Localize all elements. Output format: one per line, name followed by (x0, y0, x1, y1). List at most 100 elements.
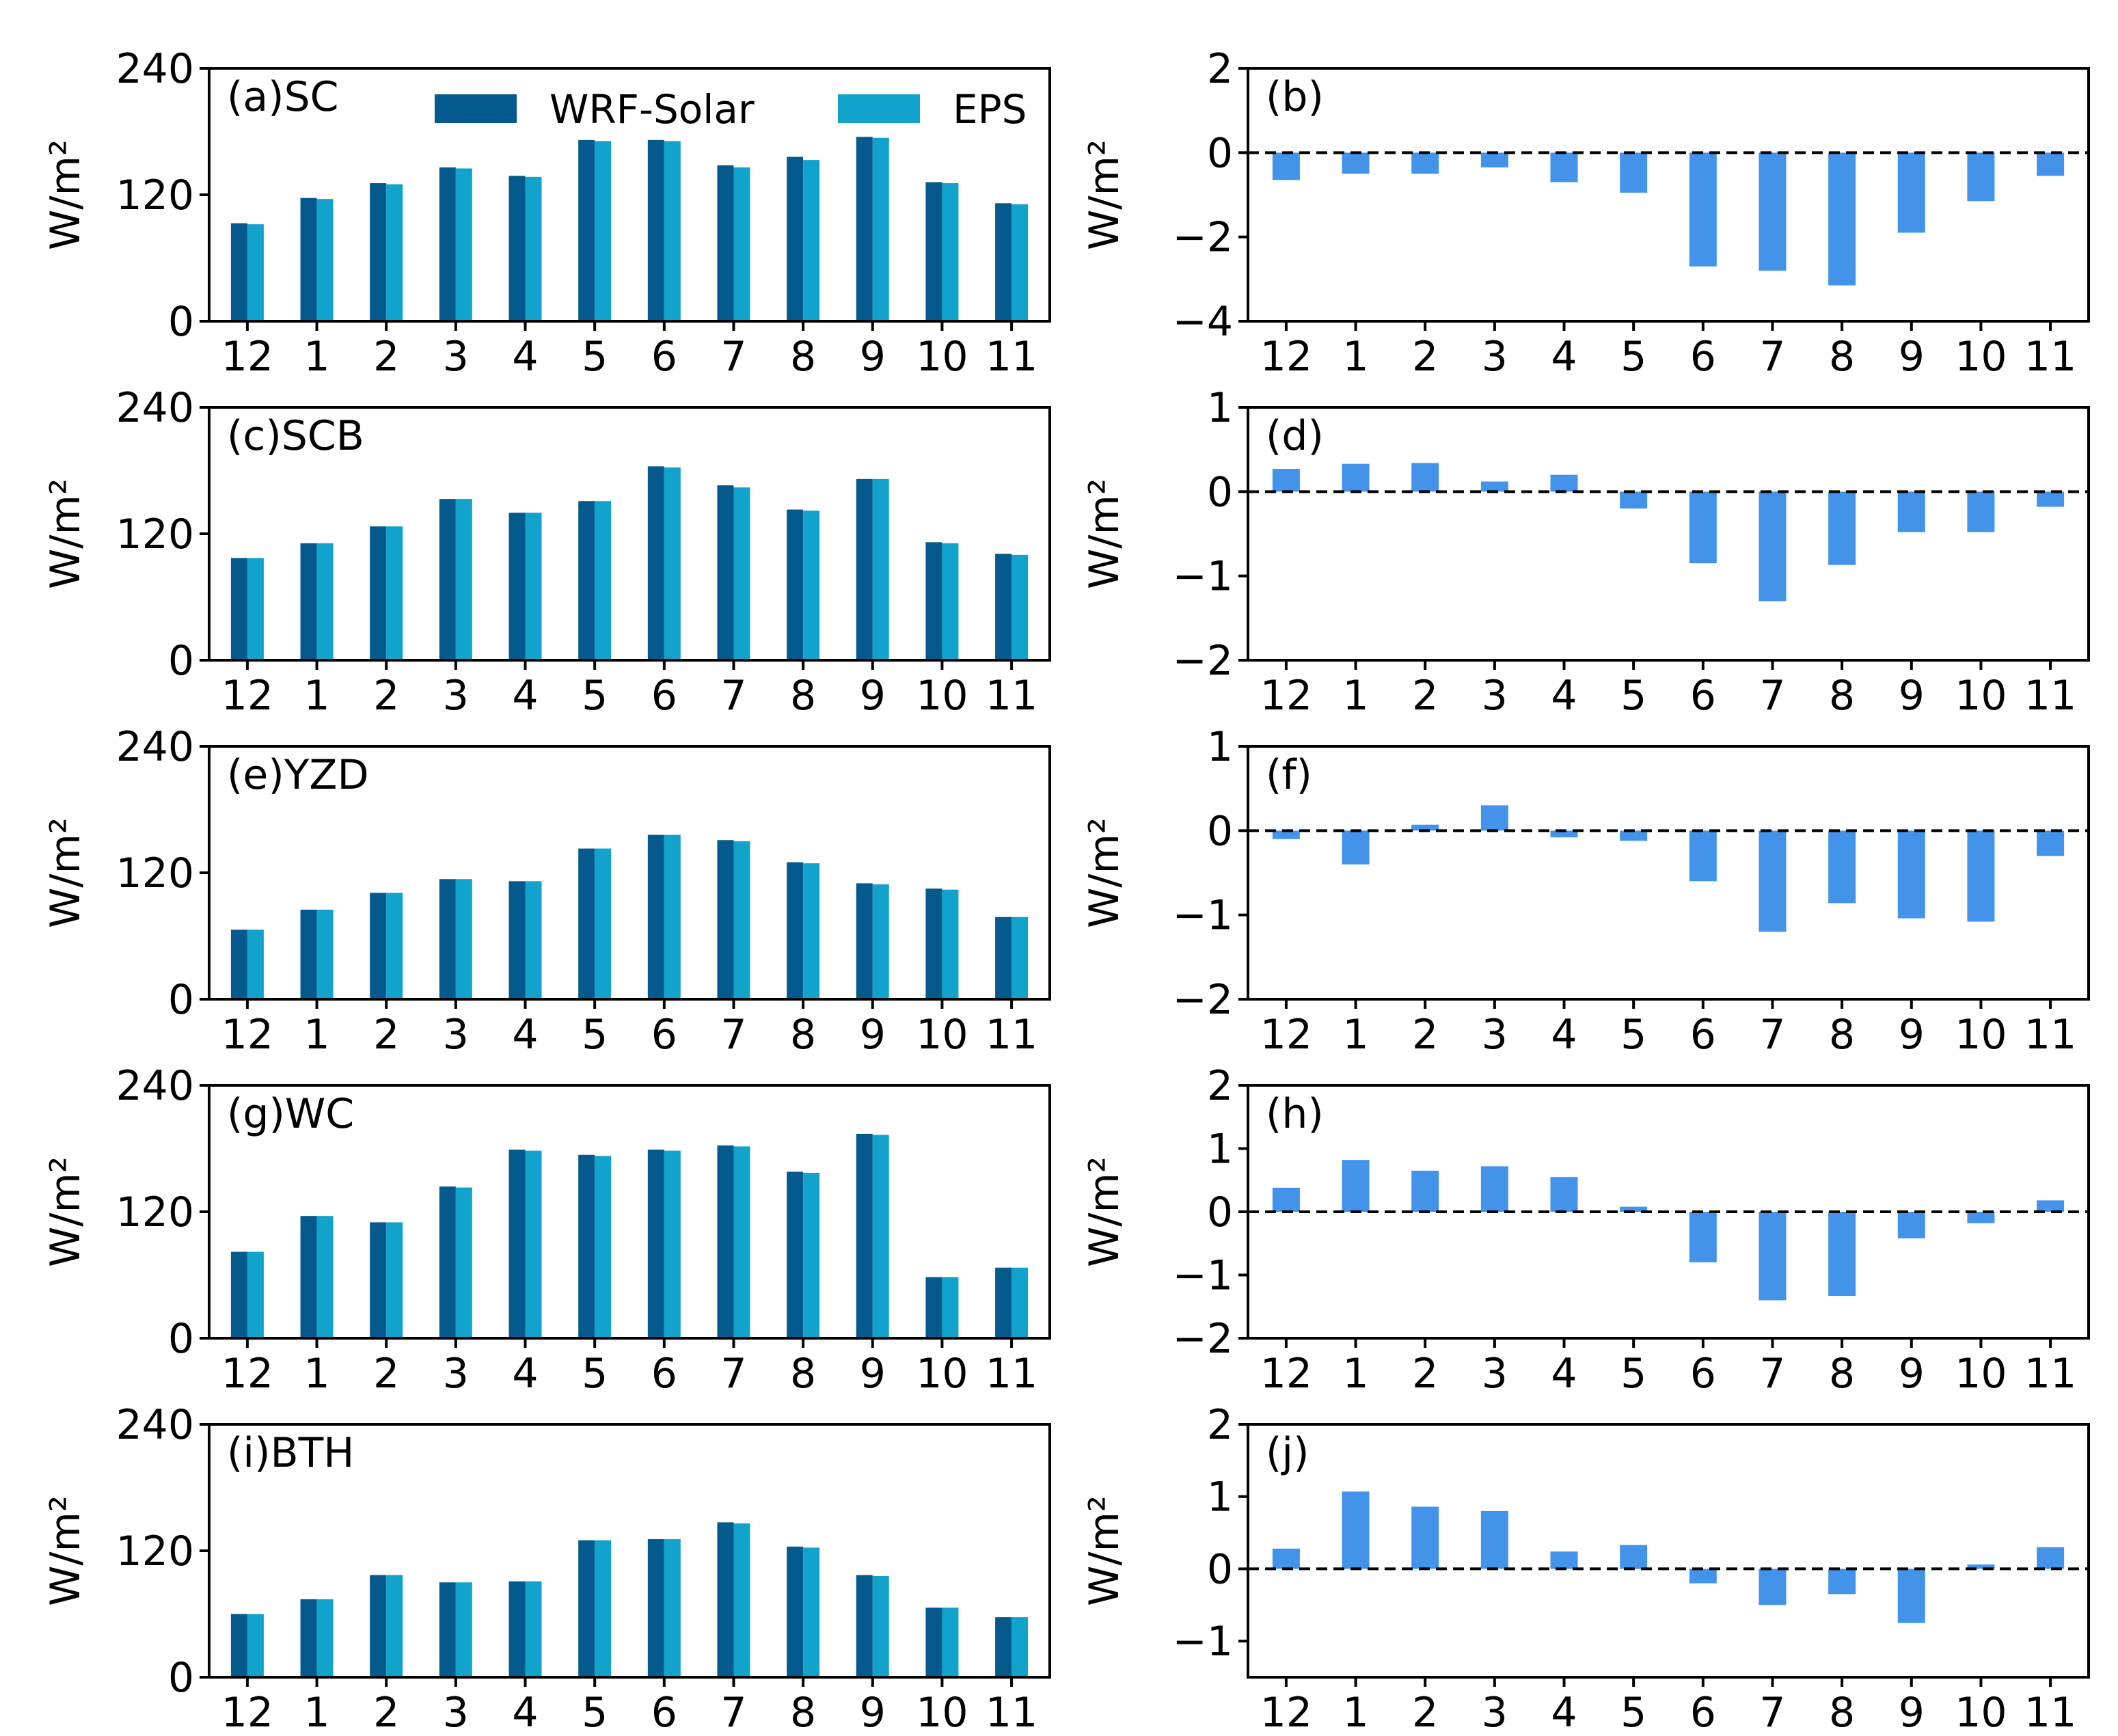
x-tick-label: 1 (1342, 672, 1368, 720)
y-tick-label: −1 (1173, 892, 1233, 940)
bar-eps-11 (1012, 554, 1029, 660)
bar-diff-6 (1689, 830, 1717, 882)
bar-wrf-6 (647, 466, 664, 660)
bar-wrf-1 (300, 909, 317, 999)
bar-eps-4 (525, 1581, 542, 1677)
x-tick-label: 10 (1955, 1689, 2007, 1736)
y-axis-label: W/m² (42, 1156, 90, 1267)
x-tick-label: 9 (1899, 672, 1925, 720)
bar-diff-7 (1759, 152, 1787, 271)
x-tick-label: 4 (1551, 1350, 1577, 1398)
x-tick-label: 12 (221, 1689, 273, 1736)
bar-diff-4 (1550, 474, 1578, 492)
x-tick-label: 3 (443, 1350, 469, 1398)
bar-eps-4 (525, 881, 542, 999)
y-axis-label: W/m² (1081, 1495, 1128, 1606)
bar-eps-11 (1012, 1617, 1029, 1677)
bar-wrf-9 (856, 478, 873, 660)
x-tick-label: 4 (1551, 672, 1577, 720)
bar-diff-1 (1342, 463, 1370, 492)
bar-eps-10 (942, 1277, 959, 1338)
y-tick-label: −1 (1173, 1252, 1233, 1300)
x-tick-label: 4 (512, 672, 538, 720)
bar-diff-12 (1272, 1187, 1300, 1212)
bar-wrf-4 (508, 1150, 526, 1338)
x-tick-label: 4 (1551, 1689, 1577, 1736)
x-tick-label: 1 (1342, 333, 1368, 381)
bar-eps-1 (316, 1599, 334, 1677)
panel-label: (c)SCB (227, 412, 364, 460)
bar-diff-11 (2037, 1547, 2065, 1569)
y-tick-label: 0 (1207, 129, 1233, 177)
bar-eps-5 (595, 141, 612, 321)
x-tick-label: 11 (986, 333, 1037, 381)
x-tick-label: 3 (443, 333, 469, 381)
x-tick-label: 12 (1260, 1350, 1312, 1398)
x-tick-label: 6 (651, 1011, 677, 1059)
x-tick-label: 5 (1620, 1350, 1646, 1398)
bar-diff-5 (1620, 830, 1648, 841)
panel-label: (g)WC (227, 1090, 354, 1138)
bar-eps-7 (733, 487, 750, 660)
y-tick-label: −2 (1173, 214, 1233, 262)
x-tick-label: 7 (720, 1350, 746, 1398)
bar-diff-6 (1689, 491, 1717, 564)
bar-eps-7 (733, 167, 750, 321)
bar-eps-8 (803, 160, 820, 321)
bar-wrf-6 (647, 835, 664, 999)
x-tick-label: 9 (1899, 333, 1925, 381)
x-tick-label: 2 (373, 1689, 399, 1736)
x-tick-label: 10 (1955, 1011, 2007, 1059)
bar-eps-10 (942, 1608, 959, 1677)
bar-wrf-8 (787, 157, 804, 321)
bar-eps-7 (733, 1523, 750, 1677)
bar-diff-6 (1689, 152, 1717, 267)
x-tick-label: 9 (1899, 1350, 1925, 1398)
bar-diff-1 (1342, 1160, 1370, 1212)
bar-eps-7 (733, 841, 750, 999)
x-tick-label: 9 (860, 333, 886, 381)
bar-eps-9 (872, 137, 889, 321)
legend-label-wrf: WRF-Solar (549, 86, 755, 133)
bar-wrf-4 (508, 176, 526, 321)
y-tick-label: −1 (1173, 553, 1233, 601)
x-tick-label: 5 (1620, 672, 1646, 720)
bar-diff-2 (1411, 824, 1439, 831)
y-tick-label: 2 (1207, 1062, 1233, 1110)
bar-wrf-6 (647, 1150, 664, 1338)
bar-diff-3 (1480, 152, 1508, 167)
bar-eps-10 (942, 543, 959, 660)
bar-diff-9 (1897, 152, 1925, 233)
axes-frame (1247, 406, 2090, 662)
bar-wrf-2 (370, 183, 387, 321)
panel-label: (d) (1266, 412, 1324, 460)
y-tick-label: −1 (1173, 1618, 1233, 1666)
y-tick-label: 120 (116, 511, 194, 558)
bar-eps-3 (455, 1582, 472, 1677)
bar-wrf-10 (925, 1277, 942, 1338)
bar-eps-12 (247, 558, 264, 660)
bar-eps-1 (316, 199, 334, 321)
x-tick-label: 5 (1620, 1689, 1646, 1736)
x-tick-label: 4 (1551, 333, 1577, 381)
x-tick-label: 3 (1482, 1689, 1508, 1736)
bar-eps-3 (455, 1187, 472, 1338)
x-tick-label: 1 (303, 1011, 329, 1059)
x-tick-label: 8 (790, 1350, 816, 1398)
x-tick-label: 1 (303, 1689, 329, 1736)
x-tick-label: 11 (986, 1350, 1037, 1398)
bar-eps-8 (803, 863, 820, 999)
y-axis-label: W/m² (42, 139, 90, 250)
x-tick-label: 5 (582, 1011, 608, 1059)
x-tick-label: 7 (1759, 1350, 1785, 1398)
bar-wrf-12 (230, 1614, 247, 1677)
bar-diff-1 (1342, 1491, 1370, 1569)
y-tick-label: −2 (1173, 976, 1233, 1024)
bar-eps-8 (803, 1547, 820, 1677)
y-tick-label: −2 (1173, 637, 1233, 685)
